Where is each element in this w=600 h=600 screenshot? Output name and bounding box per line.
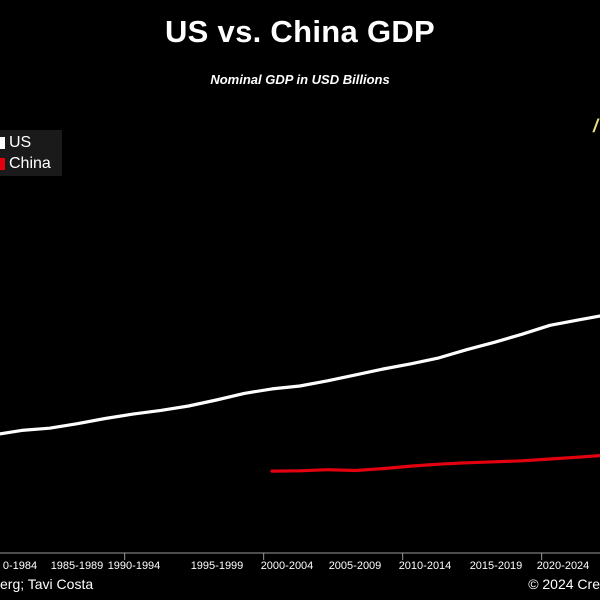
chart-subtitle: Nominal GDP in USD Billions xyxy=(210,72,390,87)
x-tick-label: 2010-2014 xyxy=(399,560,452,572)
chart-title: US vs. China GDP xyxy=(164,14,436,49)
legend-item-us: US xyxy=(0,133,31,153)
x-tick-label: 1995-1999 xyxy=(191,560,244,572)
x-tick-label: 2005-2009 xyxy=(329,560,382,572)
x-axis-ticks xyxy=(124,553,543,560)
x-tick-label: 2000-2004 xyxy=(261,560,314,572)
source-credit: erg; Tavi Costa xyxy=(0,576,94,592)
copyright-notice: © 2024 Cre xyxy=(528,576,600,592)
legend-swatch-china xyxy=(0,158,5,170)
legend-swatch-us xyxy=(0,137,5,149)
legend-item-china: China xyxy=(0,154,51,174)
x-tick-label: 1985-1989 xyxy=(51,560,104,572)
series-layer xyxy=(0,314,600,473)
x-tick-label: 0-1984 xyxy=(3,560,37,572)
legend: US China xyxy=(0,130,62,176)
x-tick-label: 1990-1994 xyxy=(108,560,161,572)
legend-label-us: US xyxy=(9,134,32,151)
x-tick-label: 2015-2019 xyxy=(470,560,523,572)
series-line-us xyxy=(0,314,600,436)
legend-label-china: China xyxy=(9,155,51,172)
x-axis-labels: 0-1984 1985-1989 1990-1994 1995-1999 2000-20… xyxy=(3,560,589,572)
x-tick-label: 2020-2024 xyxy=(537,560,590,572)
series-line-china xyxy=(270,453,600,473)
us-end-label-fragment: / xyxy=(592,116,600,136)
